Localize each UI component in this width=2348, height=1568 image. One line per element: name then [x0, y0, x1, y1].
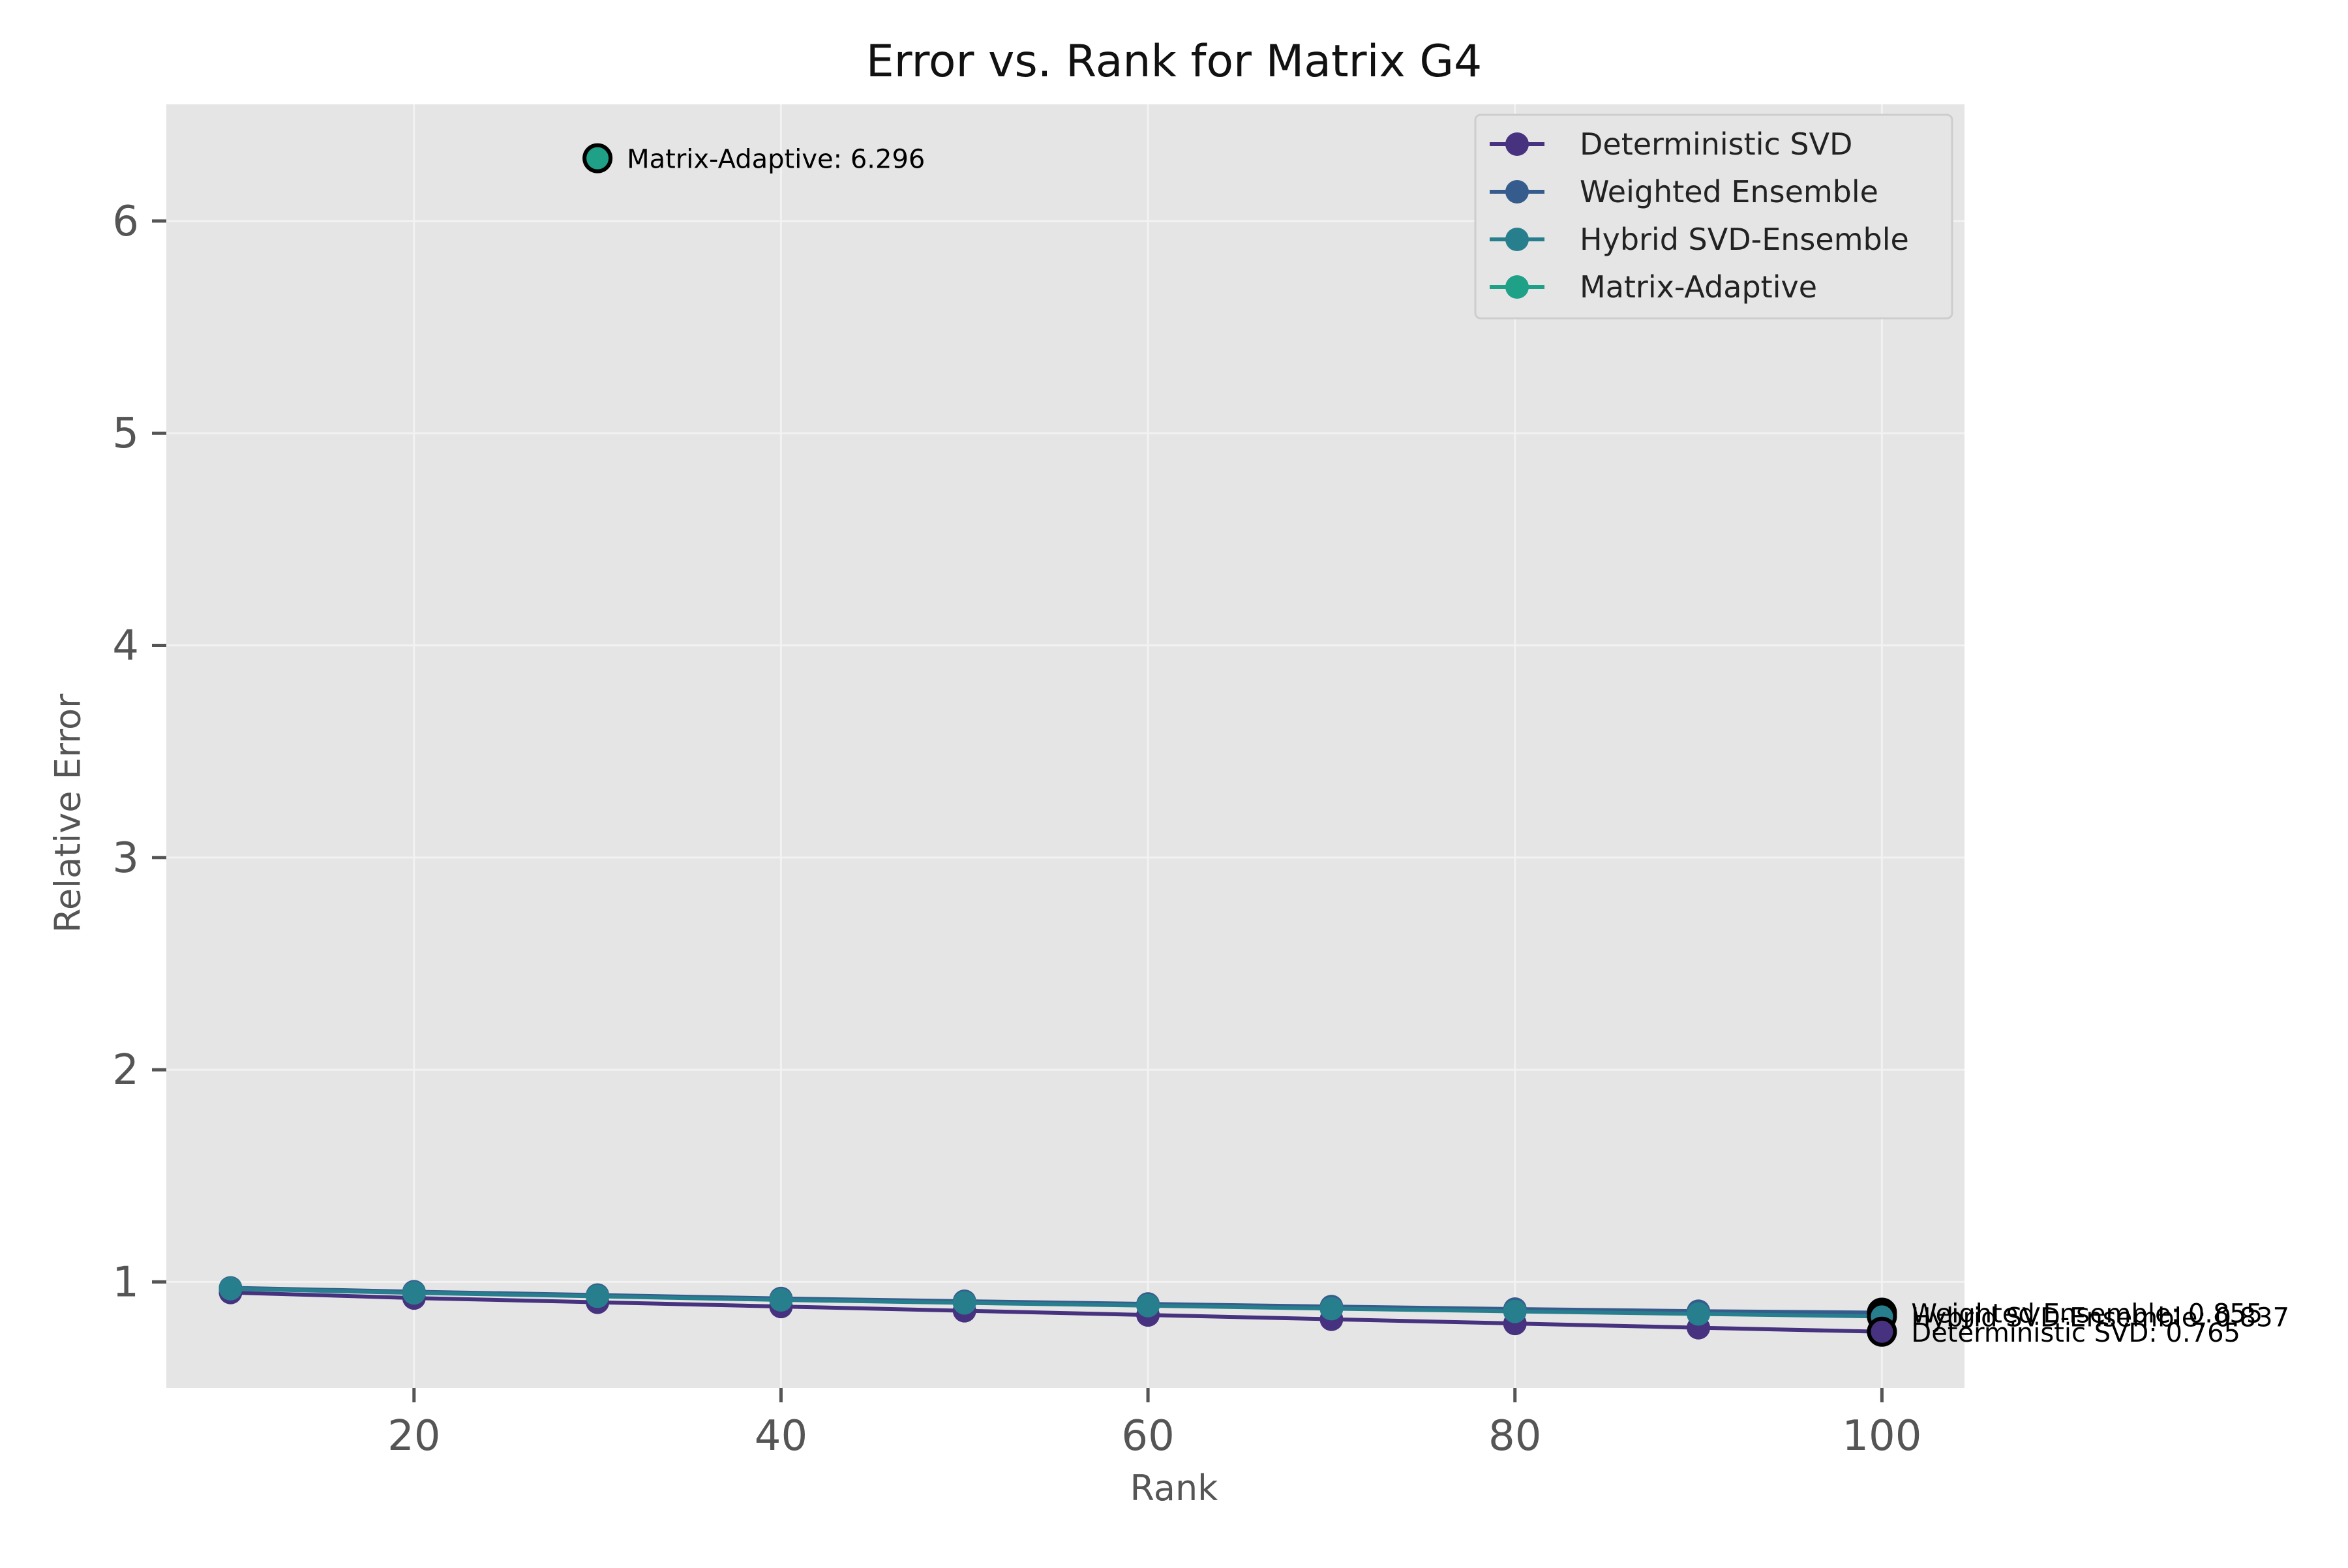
x-tick-label: 80: [1488, 1412, 1541, 1460]
annotated-point: [582, 143, 613, 173]
data-point: [1503, 1299, 1527, 1323]
data-point: [952, 1291, 976, 1315]
x-tick-label: 20: [387, 1412, 440, 1460]
annotation-label: Weighted Ensemble: 0.855: [1911, 1299, 2263, 1329]
data-point: [1319, 1297, 1344, 1321]
data-point: [769, 1288, 793, 1312]
annotation-label: Deterministic SVD: 0.765: [1911, 1318, 2240, 1348]
legend-marker: [1505, 275, 1529, 299]
annotation-label: Matrix-Adaptive: 6.296: [627, 145, 925, 175]
y-tick-label: 5: [112, 410, 139, 458]
y-tick-label: 4: [112, 622, 139, 670]
y-tick-label: 6: [112, 198, 139, 246]
x-tick-label: 100: [1842, 1412, 1921, 1460]
legend-marker: [1505, 132, 1529, 156]
y-tick-label: 2: [112, 1046, 139, 1094]
data-point: [1136, 1293, 1160, 1318]
legend-box: [1474, 113, 1953, 320]
chart-title: Error vs. Rank for Matrix G4: [865, 36, 1483, 87]
legend-marker: [1505, 228, 1529, 251]
legend-label: Matrix-Adaptive: [1580, 269, 1817, 305]
data-point: [1687, 1302, 1711, 1326]
y-tick-label: 3: [112, 834, 139, 882]
y-tick-label: 1: [112, 1258, 139, 1306]
annotation-label: Hybrid SVD-Ensemble: 0.837: [1911, 1303, 2289, 1333]
legend-label: Weighted Ensemble: [1580, 174, 1878, 209]
data-point: [218, 1276, 243, 1301]
data-point: [402, 1281, 426, 1305]
legend-label: Hybrid SVD-Ensemble: [1580, 222, 1909, 257]
x-tick-label: 60: [1121, 1412, 1174, 1460]
annotated-point: [1867, 1316, 1897, 1347]
y-axis-label: Relative Error: [47, 693, 89, 933]
x-tick-label: 40: [755, 1412, 807, 1460]
legend-marker: [1505, 180, 1529, 204]
data-point: [586, 1284, 610, 1308]
legend-label: Deterministic SVD: [1580, 127, 1852, 162]
series-line: [230, 1290, 1882, 1334]
x-axis-label: Rank: [1130, 1468, 1218, 1509]
series-line: [230, 1286, 1882, 1319]
